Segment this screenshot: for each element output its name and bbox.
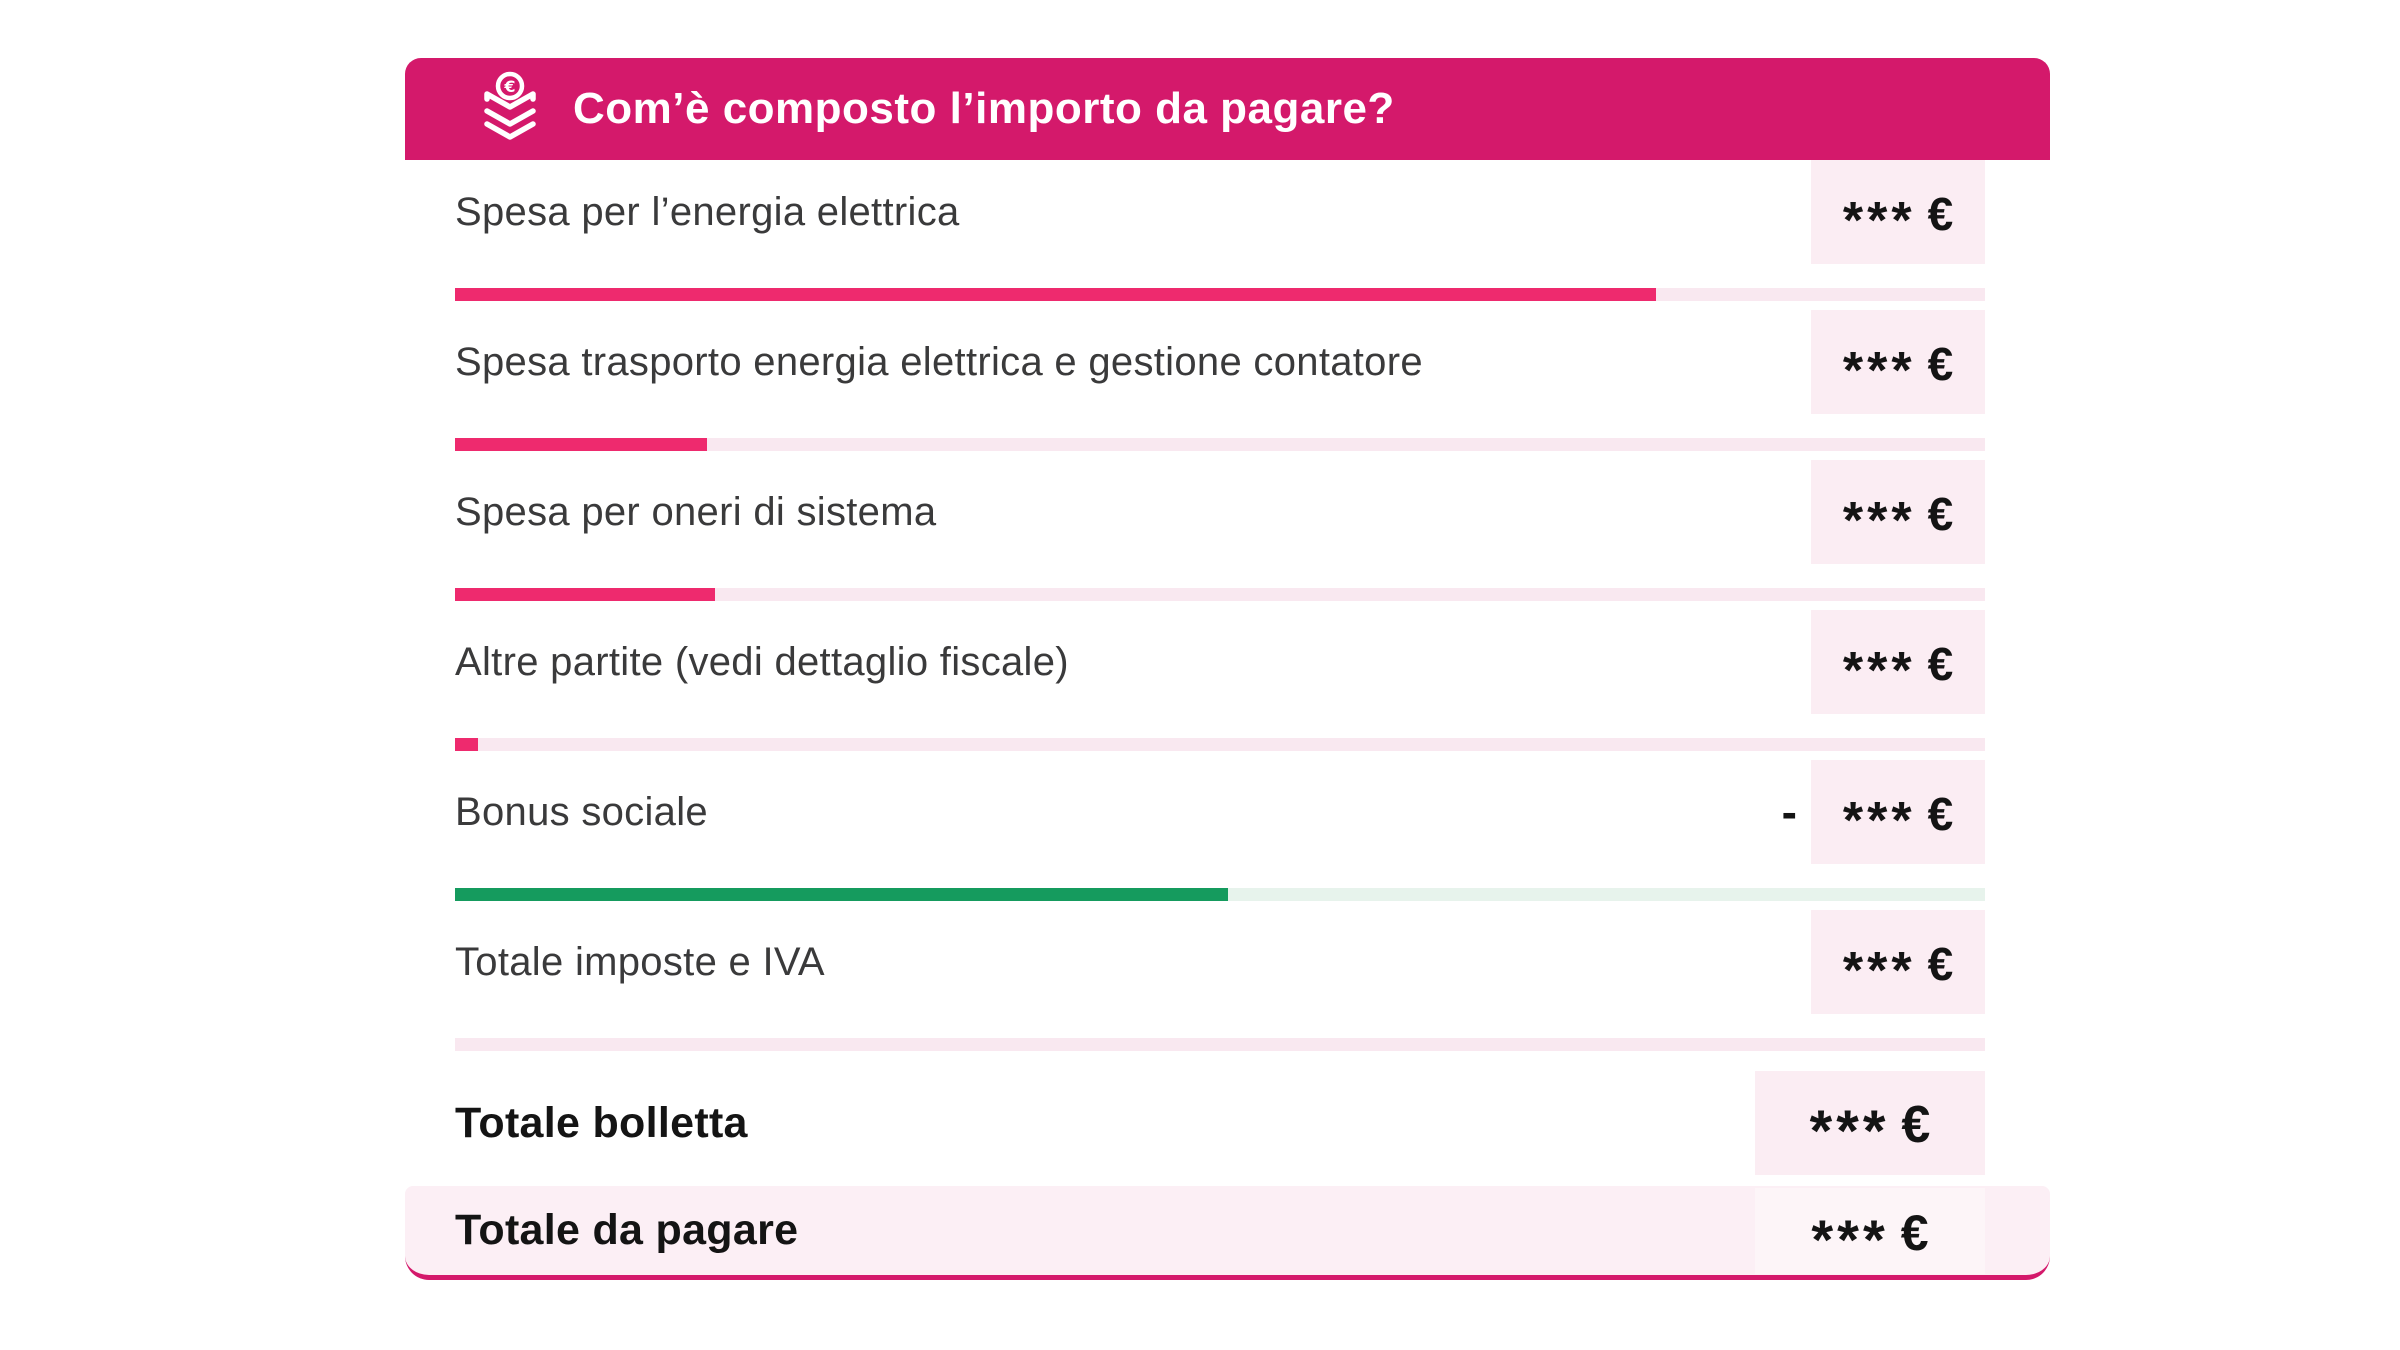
value-chip: *** € — [1811, 910, 1985, 1014]
svg-text:€: € — [503, 77, 515, 96]
rows-container: Spesa per l’energia elettrica *** € Spes… — [455, 160, 1985, 1186]
euro-coin-stack-icon: € — [484, 71, 536, 140]
row-value: *** € — [1811, 610, 1985, 714]
minus-sign: - — [1781, 786, 1797, 838]
value-chip: *** € — [1811, 610, 1985, 714]
row-value: *** € — [1811, 310, 1985, 414]
progress-track — [455, 588, 1985, 601]
value-chip: *** € — [1811, 310, 1985, 414]
row-label: Spesa per l’energia elettrica — [455, 189, 960, 234]
row-oneri-sistema: Spesa per oneri di sistema *** € — [455, 460, 1985, 610]
row-value: *** € — [1811, 160, 1985, 264]
row-altre-partite: Altre partite (vedi dettaglio fiscale) *… — [455, 610, 1985, 760]
progress-track — [455, 438, 1985, 451]
card-title: Com’è composto l’importo da pagare? — [573, 84, 1395, 133]
value-chip: *** € — [1811, 460, 1985, 564]
progress-track — [455, 738, 1985, 751]
value-chip: *** € — [1755, 1187, 1985, 1274]
progress-fill — [455, 888, 1228, 901]
row-imposte-iva: Totale imposte e IVA *** € — [455, 910, 1985, 1060]
progress-track — [455, 1038, 1985, 1051]
row-totale-bolletta: Totale bolletta *** € — [455, 1060, 1985, 1186]
value-chip: *** € — [1755, 1071, 1985, 1175]
row-value: - *** € — [1782, 760, 1985, 864]
row-totale-da-pagare: Totale da pagare *** € — [405, 1186, 2050, 1280]
row-spesa-trasporto: Spesa trasporto energia elettrica e gest… — [455, 310, 1985, 460]
progress-fill — [455, 438, 708, 451]
value-chip: *** € — [1811, 160, 1985, 264]
progress-fill — [455, 738, 478, 751]
row-label: Spesa per oneri di sistema — [455, 489, 937, 534]
row-value: *** € — [1811, 460, 1985, 564]
total-label: Totale da pagare — [455, 1206, 799, 1254]
row-spesa-energia: Spesa per l’energia elettrica *** € — [455, 160, 1985, 310]
progress-track — [455, 288, 1985, 301]
row-bonus-sociale: Bonus sociale - *** € — [455, 760, 1985, 910]
progress-fill — [455, 588, 716, 601]
row-value: *** € — [1811, 910, 1985, 1014]
total-label: Totale bolletta — [455, 1098, 748, 1147]
value-chip: *** € — [1811, 760, 1985, 864]
row-label: Spesa trasporto energia elettrica e gest… — [455, 339, 1423, 384]
card-header: € Com’è composto l’importo da pagare? — [405, 58, 2050, 160]
progress-fill — [455, 288, 1657, 301]
row-label: Altre partite (vedi dettaglio fiscale) — [455, 639, 1069, 684]
progress-track — [455, 888, 1985, 901]
row-label: Totale imposte e IVA — [455, 939, 825, 984]
row-label: Bonus sociale — [455, 789, 708, 834]
importo-card: € Com’è composto l’importo da pagare? Sp… — [405, 58, 2050, 1280]
